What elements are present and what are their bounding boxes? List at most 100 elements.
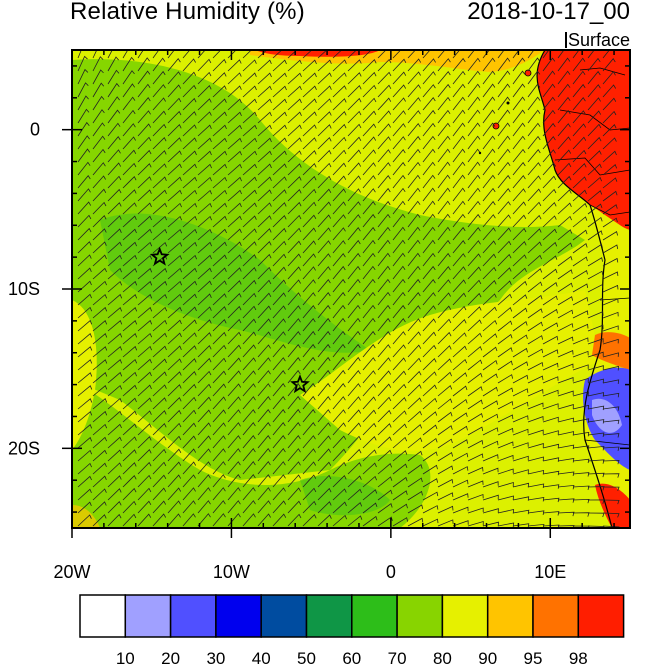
wind-barb: [362, 291, 376, 306]
wind-barb: [392, 304, 406, 319]
wind-barb: [512, 254, 527, 267]
wind-barb: [182, 202, 197, 215]
wind-barb: [272, 318, 286, 332]
wind-barb: [482, 508, 499, 514]
wind-barb: [152, 293, 168, 306]
wind-barb: [482, 333, 498, 345]
wind-barb: [512, 241, 527, 254]
wind-barb: [377, 357, 391, 371]
wind-barb: [587, 176, 602, 189]
wind-barb: [152, 228, 168, 241]
wind-barb: [242, 189, 257, 202]
wind-barb: [317, 369, 331, 384]
wind-barb: [587, 243, 603, 254]
wind-barb: [332, 330, 346, 345]
wind-barb: [77, 241, 92, 254]
wind-barb: [182, 500, 196, 514]
wind-barb: [107, 162, 122, 176]
wind-barb: [527, 348, 544, 358]
wind-barb: [287, 422, 301, 436]
wind-barb: [377, 317, 391, 332]
wind-barb: [212, 461, 226, 475]
wind-barb: [257, 448, 271, 462]
legend-label: 80: [433, 649, 452, 667]
wind-barb: [227, 137, 242, 150]
wind-barb: [182, 163, 197, 176]
wind-barb: [572, 310, 589, 319]
wind-barb: [272, 202, 287, 215]
wind-barb: [407, 110, 421, 124]
wind-barb: [437, 438, 453, 449]
wind-barb: [557, 309, 574, 319]
wind-barb: [422, 331, 437, 345]
wind-barb: [452, 50, 461, 59]
wind-barb: [377, 516, 393, 527]
wind-barb: [512, 361, 529, 371]
wind-barb: [422, 174, 436, 189]
wind-barb: [407, 410, 422, 423]
wind-barb: [287, 214, 302, 228]
wind-barb: [482, 109, 496, 124]
wind-barb: [527, 83, 541, 98]
wind-barb: [407, 265, 421, 280]
wind-barb: [557, 175, 572, 189]
wind-barb: [587, 472, 605, 478]
wind-barb: [332, 343, 346, 358]
wind-barb: [347, 123, 362, 137]
wind-barb: [242, 370, 256, 384]
wind-barb: [137, 280, 153, 293]
wind-barb: [182, 422, 197, 436]
wind-barb: [92, 135, 106, 150]
wind-barb: [77, 411, 93, 423]
wind-barb: [347, 502, 363, 514]
wind-barb: [572, 97, 586, 111]
wind-barb: [167, 189, 182, 202]
wind-barb: [377, 449, 392, 462]
wind-barb: [377, 503, 393, 514]
wind-barb: [242, 267, 257, 280]
wind-barb: [137, 163, 152, 176]
wind-barb: [272, 487, 286, 501]
wind-barb: [122, 280, 138, 293]
wind-barb: [407, 97, 421, 111]
wind-barb: [77, 50, 82, 59]
wind-barb: [272, 266, 287, 280]
wind-barb: [167, 513, 181, 527]
wind-barb: [347, 252, 361, 267]
wind-barb: [347, 214, 361, 228]
wind-barb: [422, 505, 439, 514]
wind-barb: [587, 190, 603, 202]
wind-barb: [527, 241, 542, 254]
wind-barb: [212, 409, 227, 423]
wind-barb: [422, 135, 436, 150]
wind-barb: [512, 455, 529, 462]
wind-barb: [332, 278, 346, 293]
wind-barb: [422, 424, 438, 436]
wind-barb: [392, 110, 406, 124]
wind-barb: [527, 443, 544, 449]
wind-barb: [317, 266, 331, 280]
wind-barb: [317, 240, 331, 254]
wind-barb: [602, 446, 620, 451]
wind-barb: [422, 109, 436, 124]
wind-barb: [362, 59, 377, 72]
wind-barb: [497, 387, 514, 397]
wind-barb: [452, 109, 466, 124]
wind-barb: [257, 409, 271, 423]
wind-barb: [242, 305, 257, 319]
wind-barb: [602, 230, 618, 241]
wind-barb: [242, 98, 257, 111]
wind-barb: [422, 478, 438, 488]
wind-barb: [197, 189, 212, 202]
wind-barb: [227, 215, 242, 228]
wind-barb: [452, 174, 466, 189]
wind-barb: [332, 488, 347, 501]
wind-barb: [497, 188, 511, 202]
wind-barb: [542, 484, 560, 489]
wind-barb: [542, 295, 558, 306]
wind-barb: [362, 50, 377, 59]
wind-barb: [377, 239, 391, 254]
wind-barb: [317, 59, 332, 72]
wind-barb: [362, 136, 377, 150]
wind-barb: [122, 487, 137, 501]
